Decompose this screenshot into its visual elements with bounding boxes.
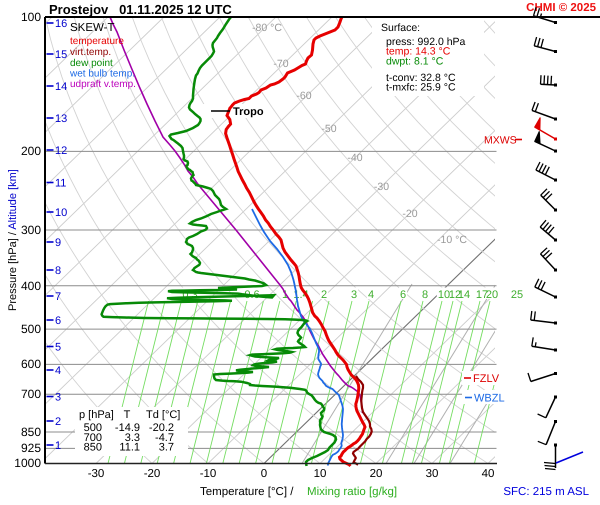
svg-text:-14.9: -14.9 (115, 422, 140, 434)
svg-text:0: 0 (261, 468, 267, 480)
svg-text:2: 2 (321, 289, 327, 301)
svg-text:udpraft v.temp.: udpraft v.temp. (70, 79, 136, 90)
svg-text:11.1: 11.1 (119, 442, 140, 454)
svg-text:-20: -20 (144, 468, 161, 480)
svg-text:-20.2: -20.2 (149, 422, 174, 434)
svg-text:850: 850 (84, 442, 102, 454)
svg-text:9: 9 (55, 237, 61, 249)
svg-text:1: 1 (282, 289, 288, 301)
svg-text:MXWS: MXWS (484, 135, 517, 147)
svg-text:-30: -30 (88, 468, 105, 480)
svg-text:4: 4 (368, 289, 374, 301)
svg-text:Temperature [°C] /: Temperature [°C] / (200, 486, 294, 498)
svg-text:925: 925 (21, 441, 41, 455)
svg-text:3: 3 (351, 289, 357, 301)
svg-text:500: 500 (84, 422, 102, 434)
svg-text:Mixing ratio [g/kg]: Mixing ratio [g/kg] (307, 486, 397, 498)
svg-text:Td [°C]: Td [°C] (146, 409, 180, 421)
svg-text:WBZL: WBZL (474, 393, 505, 405)
svg-text:t-mxfc: 25.9 °C: t-mxfc: 25.9 °C (386, 82, 456, 94)
svg-text:8: 8 (55, 265, 61, 277)
svg-text:17: 17 (476, 289, 488, 301)
svg-text:30: 30 (426, 468, 439, 480)
svg-text:dwpt: 8.1 °C: dwpt: 8.1 °C (386, 56, 444, 68)
svg-text:SFC: 215 m ASL: SFC: 215 m ASL (503, 486, 589, 498)
svg-text:850: 850 (21, 425, 41, 439)
svg-text:300: 300 (21, 223, 41, 237)
svg-text:11: 11 (55, 178, 66, 190)
svg-text:20: 20 (486, 289, 498, 301)
svg-text:4: 4 (55, 365, 61, 377)
svg-text:FZLV: FZLV (473, 373, 500, 385)
svg-text:5: 5 (55, 342, 61, 354)
svg-text:-10 °C: -10 °C (437, 234, 467, 246)
svg-text:-10: -10 (200, 468, 217, 480)
svg-text:8: 8 (422, 289, 428, 301)
svg-text:400: 400 (21, 279, 41, 293)
svg-text:p [hPa]: p [hPa] (79, 409, 114, 421)
svg-text:temp: 14.3 °C: temp: 14.3 °C (386, 46, 451, 58)
svg-text:10: 10 (314, 468, 327, 480)
svg-text:20: 20 (370, 468, 383, 480)
svg-text:100: 100 (21, 10, 41, 24)
svg-text:wet bulb temp.: wet bulb temp. (69, 69, 135, 80)
svg-text:25: 25 (511, 289, 523, 301)
svg-text:3: 3 (55, 392, 61, 404)
svg-text:40: 40 (482, 468, 495, 480)
svg-text:Pressure [hPa] / Altitude [k: Pressure [hPa] / Altitude [km] (7, 169, 19, 311)
svg-text:2: 2 (55, 416, 61, 428)
svg-text:12: 12 (55, 145, 67, 157)
svg-text:press: 992.0 hPa: press: 992.0 hPa (386, 36, 466, 48)
svg-text:-4.7: -4.7 (155, 432, 174, 444)
svg-text:700: 700 (21, 387, 41, 401)
svg-text:10: 10 (438, 289, 450, 301)
svg-text:6: 6 (55, 315, 61, 327)
svg-text:temperature: temperature (70, 36, 124, 47)
svg-text:-30: -30 (374, 181, 389, 193)
svg-text:-20: -20 (402, 208, 417, 220)
svg-text:Tropo: Tropo (233, 106, 264, 118)
svg-text:15: 15 (55, 49, 67, 61)
svg-text:t-conv: 32.8 °C: t-conv: 32.8 °C (386, 72, 456, 84)
svg-text:200: 200 (21, 144, 41, 158)
svg-text:3.7: 3.7 (159, 442, 174, 454)
svg-text:1: 1 (55, 440, 61, 452)
svg-text:12: 12 (449, 289, 461, 301)
svg-text:16: 16 (55, 18, 67, 30)
svg-text:700: 700 (84, 432, 102, 444)
svg-text:1000: 1000 (14, 456, 41, 470)
svg-text:13: 13 (55, 113, 67, 125)
svg-text:Prostejov 01.11.2025 12 UTC: Prostejov 01.11.2025 12 UTC (49, 2, 232, 17)
svg-text:10: 10 (55, 207, 67, 219)
svg-text:-80 °C: -80 °C (252, 22, 282, 34)
svg-text:3.3: 3.3 (125, 432, 140, 444)
svg-text:500: 500 (21, 322, 41, 336)
svg-text:-60: -60 (296, 90, 311, 102)
svg-text:CHMI © 2025: CHMI © 2025 (526, 2, 596, 14)
svg-text:600: 600 (21, 357, 41, 371)
svg-text:6: 6 (400, 289, 406, 301)
svg-text:14: 14 (458, 289, 470, 301)
svg-text:-50: -50 (321, 123, 336, 135)
svg-text:Surface:: Surface: (381, 22, 420, 34)
svg-text:14: 14 (55, 81, 67, 93)
svg-text:T: T (124, 409, 131, 421)
svg-text:-40: -40 (347, 152, 362, 164)
svg-text:virt.temp.: virt.temp. (70, 47, 111, 58)
svg-text:-70: -70 (273, 58, 288, 70)
svg-text:SKEW-T: SKEW-T (70, 22, 115, 34)
svg-text:7: 7 (55, 291, 61, 303)
svg-text:dew point: dew point (70, 58, 113, 69)
